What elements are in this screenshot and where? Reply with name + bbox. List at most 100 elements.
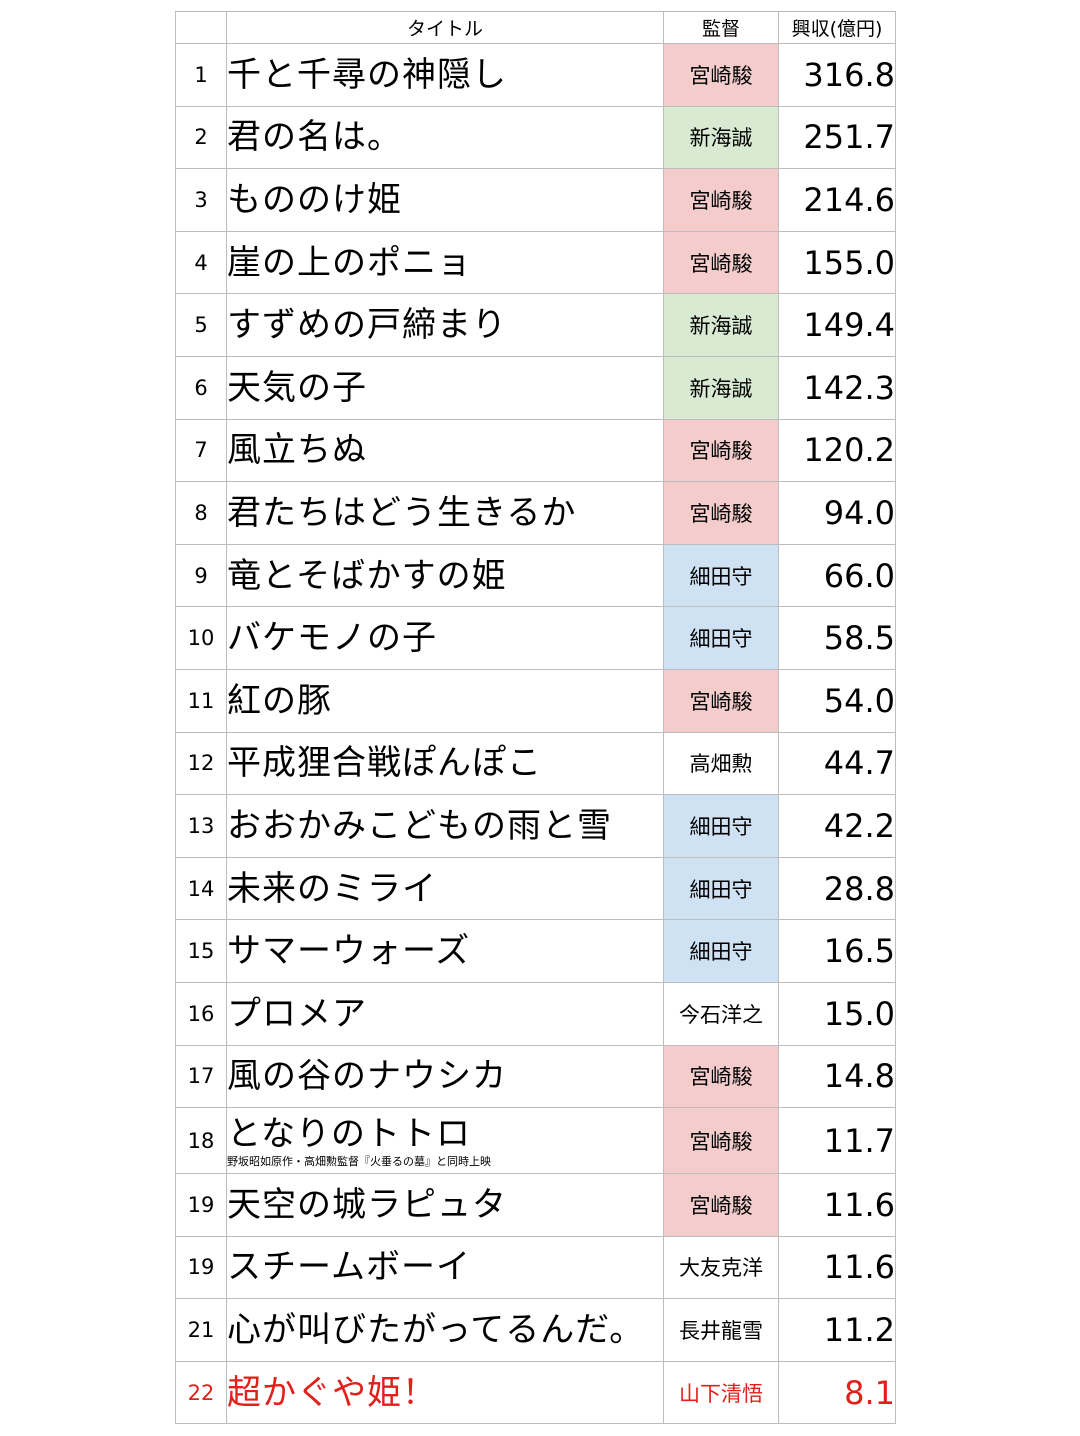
director-cell: 大友克洋 bbox=[663, 1235, 779, 1300]
table-row: 2 君の名は。 新海誠 251.7 bbox=[175, 105, 896, 170]
title-text: サマーウォーズ bbox=[227, 931, 471, 972]
title-text: となりのトトロ bbox=[227, 1113, 471, 1154]
title-text: もののけ姫 bbox=[227, 179, 402, 220]
gross-cell: 14.8 bbox=[778, 1044, 896, 1109]
gross-cell: 66.0 bbox=[778, 543, 896, 608]
title-text: バケモノの子 bbox=[227, 618, 437, 659]
rank-cell: 17 bbox=[175, 1044, 227, 1109]
rank-cell: 16 bbox=[175, 981, 227, 1046]
director-cell: 今石洋之 bbox=[663, 981, 779, 1046]
director-cell: 長井龍雪 bbox=[663, 1298, 779, 1362]
table-row: 6 天気の子 新海誠 142.3 bbox=[175, 355, 896, 420]
table-row: 19 天空の城ラピュタ 宮崎駿 11.6 bbox=[175, 1173, 896, 1237]
gross-cell: 251.7 bbox=[778, 105, 896, 170]
table-row: 11 紅の豚 宮崎駿 54.0 bbox=[175, 668, 896, 733]
title-cell: おおかみこどもの雨と雪 bbox=[226, 794, 664, 858]
gross-cell: 142.3 bbox=[778, 355, 896, 420]
header-gross: 興収(億円) bbox=[778, 11, 896, 44]
gross-cell: 16.5 bbox=[778, 919, 896, 983]
director-cell: 宮崎駿 bbox=[663, 230, 779, 295]
title-cell: 竜とそばかすの姫 bbox=[226, 543, 664, 608]
header-director: 監督 bbox=[663, 11, 779, 44]
director-cell: 宮崎駿 bbox=[663, 1107, 779, 1175]
gross-cell: 120.2 bbox=[778, 418, 896, 483]
table-row: 8 君たちはどう生きるか 宮崎駿 94.0 bbox=[175, 481, 896, 545]
gross-cell: 214.6 bbox=[778, 168, 896, 232]
director-cell: 新海誠 bbox=[663, 105, 779, 170]
title-note: 野坂昭如原作・高畑勲監督『火垂るの墓』と同時上映 bbox=[227, 1154, 492, 1168]
title-text: すずめの戸締まり bbox=[227, 305, 507, 346]
gross-cell: 58.5 bbox=[778, 606, 896, 670]
title-text: 天気の子 bbox=[227, 367, 367, 408]
title-cell: サマーウォーズ bbox=[226, 919, 664, 983]
director-cell: 細田守 bbox=[663, 919, 779, 983]
table-row: 21 心が叫びたがってるんだ。 長井龍雪 11.2 bbox=[175, 1298, 896, 1362]
table-row: 7 風立ちぬ 宮崎駿 120.2 bbox=[175, 418, 896, 483]
table-row: 1 千と千尋の神隠し 宮崎駿 316.8 bbox=[175, 43, 896, 107]
gross-cell: 316.8 bbox=[778, 43, 896, 107]
rank-cell: 19 bbox=[175, 1235, 227, 1300]
title-cell: 風の谷のナウシカ bbox=[226, 1044, 664, 1109]
director-cell: 宮崎駿 bbox=[663, 1173, 779, 1237]
title-cell: もののけ姫 bbox=[226, 168, 664, 232]
table-row: 12 平成狸合戦ぽんぽこ 高畑勲 44.7 bbox=[175, 731, 896, 796]
title-cell: 未来のミライ bbox=[226, 856, 664, 921]
table-body: 1 千と千尋の神隠し 宮崎駿 316.8 2 君の名は。 新海誠 251.7 3 もののけ姫 宮崎駿… bbox=[175, 43, 896, 1425]
table-row: 10 バケモノの子 細田守 58.5 bbox=[175, 606, 896, 670]
gross-cell: 155.0 bbox=[778, 230, 896, 295]
title-text: スチームボーイ bbox=[227, 1247, 471, 1288]
gross-cell: 42.2 bbox=[778, 794, 896, 858]
title-text: 竜とそばかすの姫 bbox=[227, 555, 507, 596]
title-text: おおかみこどもの雨と雪 bbox=[227, 805, 612, 846]
title-text: プロメア bbox=[227, 993, 367, 1034]
table-row: 5 すずめの戸締まり 新海誠 149.4 bbox=[175, 293, 896, 357]
rank-cell: 19 bbox=[175, 1173, 227, 1237]
table-row: 19 スチームボーイ 大友克洋 11.6 bbox=[175, 1235, 896, 1300]
director-cell: 宮崎駿 bbox=[663, 43, 779, 107]
gross-cell: 44.7 bbox=[778, 731, 896, 796]
director-cell: 高畑勲 bbox=[663, 731, 779, 796]
table-row: 18 となりのトトロ 野坂昭如原作・高畑勲監督『火垂るの墓』と同時上映 宮崎駿 11.7 bbox=[175, 1107, 896, 1175]
title-cell: プロメア bbox=[226, 981, 664, 1046]
rank-cell: 15 bbox=[175, 919, 227, 983]
gross-cell: 8.1 bbox=[778, 1360, 896, 1425]
box-office-ranking-table: タイトル 監督 興収(億円) 1 千と千尋の神隠し 宮崎駿 316.8 2 君の名は。 新海… bbox=[175, 11, 896, 1425]
director-cell: 細田守 bbox=[663, 543, 779, 608]
title-text: 未来のミライ bbox=[227, 868, 437, 909]
title-cell: 崖の上のポニョ bbox=[226, 230, 664, 295]
title-cell: となりのトトロ 野坂昭如原作・高畑勲監督『火垂るの墓』と同時上映 bbox=[226, 1107, 664, 1175]
title-text: 君たちはどう生きるか bbox=[227, 492, 577, 533]
title-text: 風立ちぬ bbox=[227, 430, 367, 471]
header-title: タイトル bbox=[226, 11, 664, 44]
gross-cell: 28.8 bbox=[778, 856, 896, 921]
rank-cell: 7 bbox=[175, 418, 227, 483]
rank-cell: 3 bbox=[175, 168, 227, 232]
title-cell: すずめの戸締まり bbox=[226, 293, 664, 357]
table-row: 14 未来のミライ 細田守 28.8 bbox=[175, 856, 896, 921]
gross-cell: 11.6 bbox=[778, 1173, 896, 1237]
title-cell: 天気の子 bbox=[226, 355, 664, 420]
rank-cell: 14 bbox=[175, 856, 227, 921]
director-cell: 宮崎駿 bbox=[663, 168, 779, 232]
rank-cell: 2 bbox=[175, 105, 227, 170]
rank-cell: 21 bbox=[175, 1298, 227, 1362]
title-cell: 君の名は。 bbox=[226, 105, 664, 170]
title-cell: バケモノの子 bbox=[226, 606, 664, 670]
table-row: 17 風の谷のナウシカ 宮崎駿 14.8 bbox=[175, 1044, 896, 1109]
rank-cell: 4 bbox=[175, 230, 227, 295]
title-text: 千と千尋の神隠し bbox=[227, 54, 507, 95]
rank-cell: 11 bbox=[175, 668, 227, 733]
rank-cell: 1 bbox=[175, 43, 227, 107]
rank-cell: 6 bbox=[175, 355, 227, 420]
title-cell: スチームボーイ bbox=[226, 1235, 664, 1300]
gross-cell: 15.0 bbox=[778, 981, 896, 1046]
header-rank bbox=[175, 11, 227, 44]
title-cell: 天空の城ラピュタ bbox=[226, 1173, 664, 1237]
rank-cell: 10 bbox=[175, 606, 227, 670]
gross-cell: 11.7 bbox=[778, 1107, 896, 1175]
rank-cell: 9 bbox=[175, 543, 227, 608]
table-row: 3 もののけ姫 宮崎駿 214.6 bbox=[175, 168, 896, 232]
director-cell: 宮崎駿 bbox=[663, 418, 779, 483]
rank-cell: 8 bbox=[175, 481, 227, 545]
gross-cell: 54.0 bbox=[778, 668, 896, 733]
